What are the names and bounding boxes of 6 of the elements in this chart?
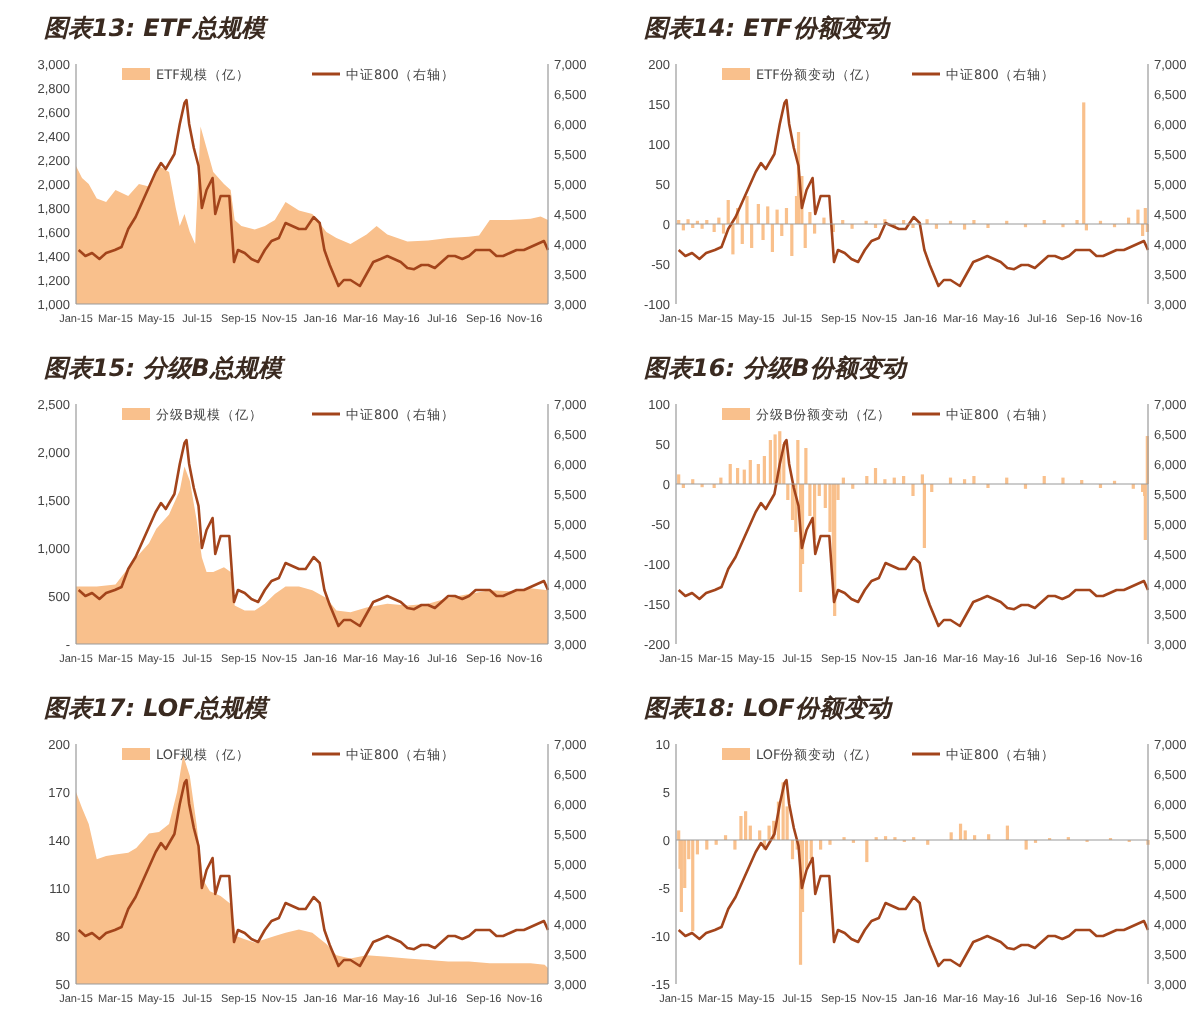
chart-title: 图表16: 分级B份额变动 xyxy=(644,354,908,382)
chart-title: 图表14: ETF份额变动 xyxy=(644,14,891,42)
chart-title: 图表15: 分级B总规模 xyxy=(44,354,286,382)
chart-title: 图表18: LOF份额变动 xyxy=(644,694,893,722)
chart-title: 图表13: ETF总规模 xyxy=(44,14,269,42)
chart-title: 图表17: LOF总规模 xyxy=(44,694,271,722)
